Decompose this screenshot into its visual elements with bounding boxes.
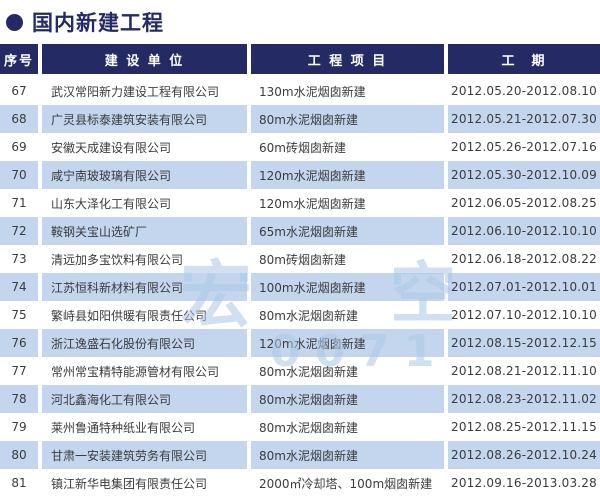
- row-company: 繁峙县如阳供暖有限责任公司: [42, 301, 247, 329]
- row-company: 安徽天成建设有限公司: [42, 133, 247, 161]
- table-row: 70 咸宁南玻玻璃有限公司 120m水泥烟囱新建 2012.05.30-2012.10…: [0, 161, 600, 189]
- row-period: 2012.08.21-2012.11.10: [448, 357, 600, 385]
- row-company: 浙江逸盛石化股份有限公司: [42, 329, 247, 357]
- table-row: 75 繁峙县如阳供暖有限责任公司 80m水泥烟囱新建 2012.07.10-2012.…: [0, 301, 600, 329]
- row-company: 江苏恒科新材料有限公司: [42, 273, 247, 301]
- table-row: 79 莱州鲁通特种纸业有限公司 80m水泥烟囱新建 2012.08.25-2012.1…: [0, 413, 600, 441]
- row-index: 68: [0, 105, 38, 133]
- row-index: 79: [0, 413, 38, 441]
- row-project: 120m水泥烟囱新建: [251, 329, 444, 357]
- row-index: 71: [0, 189, 38, 217]
- row-company: 武汉常阳新力建设工程有限公司: [42, 77, 247, 105]
- row-period: 2012.08.23-2012.11.02: [448, 385, 600, 413]
- row-project: 130m水泥烟囱新建: [251, 77, 444, 105]
- row-project: 80m砖烟囱新建: [251, 245, 444, 273]
- row-index: 75: [0, 301, 38, 329]
- row-period: 2012.08.26-2012.10.24: [448, 441, 600, 469]
- table-row: 67 武汉常阳新力建设工程有限公司 130m水泥烟囱新建 2012.05.20-201…: [0, 77, 600, 105]
- row-index: 73: [0, 245, 38, 273]
- row-index: 77: [0, 357, 38, 385]
- bullet-icon: [6, 13, 23, 31]
- row-company: 咸宁南玻玻璃有限公司: [42, 161, 247, 189]
- header-cell-project: 工 程 项 目: [251, 44, 444, 74]
- row-index: 81: [0, 469, 38, 497]
- table-row: 81 镇江新华电集团有限责任公司 2000㎡冷却塔、100m烟囱新建 2012.09.…: [0, 469, 600, 497]
- row-period: 2012.08.25-2012.11.15: [448, 413, 600, 441]
- table-row: 72 鞍钢关宝山选矿厂 65m水泥烟囱新建 2012.06.10-2012.10.10: [0, 217, 600, 245]
- row-project: 80m水泥烟囱新建: [251, 413, 444, 441]
- row-period: 2012.05.30-2012.10.09: [448, 161, 600, 189]
- row-company: 河北鑫海化工有限公司: [42, 385, 247, 413]
- table-row: 80 甘肃一安装建筑劳务有限公司 80m水泥烟囱新建 2012.08.26-2012.…: [0, 441, 600, 469]
- row-period: 2012.07.10-2012.10.10: [448, 301, 600, 329]
- table-row: 71 山东大泽化工有限公司 120m水泥烟囱新建 2012.06.05-2012.08…: [0, 189, 600, 217]
- table-row: 73 清远加多宝饮料有限公司 80m砖烟囱新建 2012.06.18-2012.08.…: [0, 245, 600, 273]
- row-project: 80m水泥烟囱新建: [251, 385, 444, 413]
- row-index: 78: [0, 385, 38, 413]
- row-period: 2012.06.18-2012.08.22: [448, 245, 600, 273]
- page-title: 国内新建工程: [0, 0, 600, 42]
- row-project: 65m水泥烟囱新建: [251, 217, 444, 245]
- row-period: 2012.06.05-2012.08.25: [448, 189, 600, 217]
- row-project: 100m水泥烟囱新建: [251, 273, 444, 301]
- row-index: 70: [0, 161, 38, 189]
- row-project: 80m水泥烟囱新建: [251, 301, 444, 329]
- row-period: 2012.05.20-2012.08.10: [448, 77, 600, 105]
- table-row: 77 常州常宝精特能源管材有限公司 80m水泥烟囱新建 2012.08.21-2012…: [0, 357, 600, 385]
- row-project: 2000㎡冷却塔、100m烟囱新建: [251, 469, 444, 497]
- row-index: 72: [0, 217, 38, 245]
- row-project: 80m水泥烟囱新建: [251, 357, 444, 385]
- page-title-text: 国内新建工程: [32, 11, 164, 35]
- table-row: 74 江苏恒科新材料有限公司 100m水泥烟囱新建 2012.07.01-2012.1…: [0, 273, 600, 301]
- table-row: 76 浙江逸盛石化股份有限公司 120m水泥烟囱新建 2012.08.15-2012.…: [0, 329, 600, 357]
- row-project: 80m水泥烟囱新建: [251, 105, 444, 133]
- row-company: 甘肃一安装建筑劳务有限公司: [42, 441, 247, 469]
- row-company: 鞍钢关宝山选矿厂: [42, 217, 247, 245]
- row-period: 2012.05.26-2012.07.16: [448, 133, 600, 161]
- row-index: 76: [0, 329, 38, 357]
- row-company: 莱州鲁通特种纸业有限公司: [42, 413, 247, 441]
- row-period: 2012.08.15-2012.12.15: [448, 329, 600, 357]
- table-row: 69 安徽天成建设有限公司 60m砖烟囱新建 2012.05.26-2012.07.1…: [0, 133, 600, 161]
- row-index: 80: [0, 441, 38, 469]
- row-index: 67: [0, 77, 38, 105]
- row-company: 常州常宝精特能源管材有限公司: [42, 357, 247, 385]
- row-project: 80m水泥烟囱新建: [251, 441, 444, 469]
- row-company: 镇江新华电集团有限责任公司: [42, 469, 247, 497]
- row-index: 69: [0, 133, 38, 161]
- header-cell-company: 建 设 单 位: [42, 44, 247, 74]
- row-index: 74: [0, 273, 38, 301]
- header-cell-period: 工 期: [448, 44, 600, 74]
- row-period: 2012.09.16-2013.03.28: [448, 469, 600, 497]
- row-company: 清远加多宝饮料有限公司: [42, 245, 247, 273]
- row-project: 60m砖烟囱新建: [251, 133, 444, 161]
- row-project: 120m水泥烟囱新建: [251, 161, 444, 189]
- header-cell-index: 序号: [0, 44, 38, 74]
- table-header: 序号 建 设 单 位 工 程 项 目 工 期: [0, 44, 600, 74]
- row-period: 2012.05.21-2012.07.30: [448, 105, 600, 133]
- row-company: 广灵县标泰建筑安装有限公司: [42, 105, 247, 133]
- table-body: 67 武汉常阳新力建设工程有限公司 130m水泥烟囱新建 2012.05.20-201…: [0, 77, 600, 497]
- row-company: 山东大泽化工有限公司: [42, 189, 247, 217]
- table-row: 68 广灵县标泰建筑安装有限公司 80m水泥烟囱新建 2012.05.21-2012.…: [0, 105, 600, 133]
- table-row: 78 河北鑫海化工有限公司 80m水泥烟囱新建 2012.08.23-2012.11.…: [0, 385, 600, 413]
- row-period: 2012.06.10-2012.10.10: [448, 217, 600, 245]
- row-period: 2012.07.01-2012.10.01: [448, 273, 600, 301]
- row-project: 120m水泥烟囱新建: [251, 189, 444, 217]
